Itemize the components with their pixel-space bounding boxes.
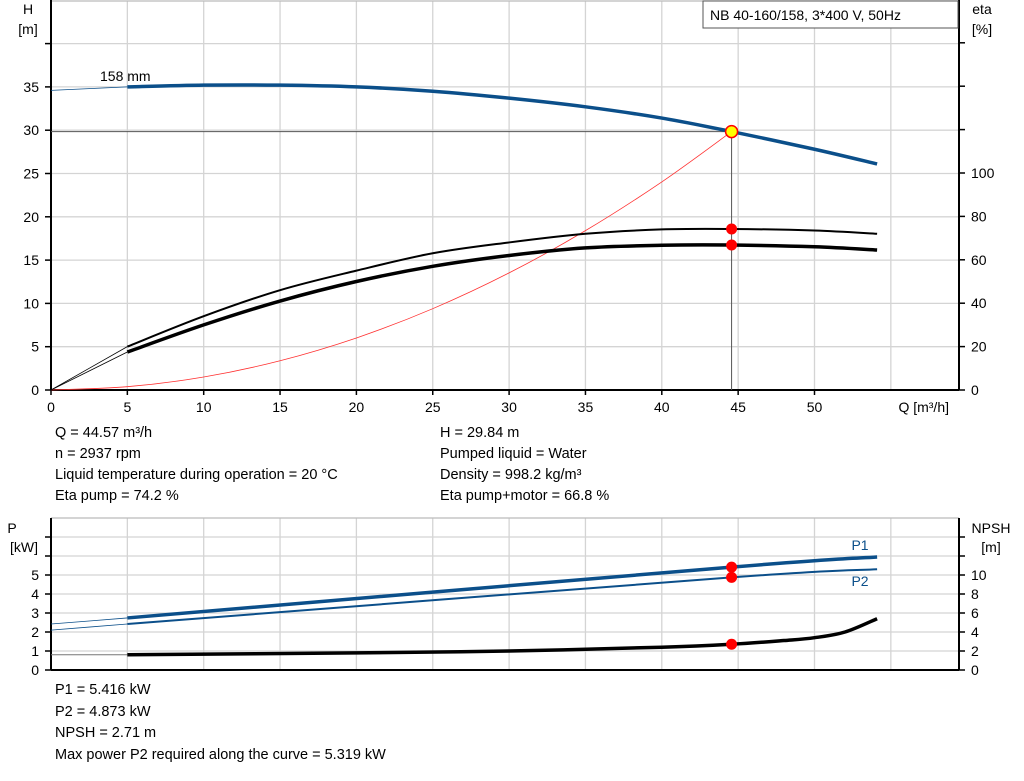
duty-point-eta-pump-motor <box>726 239 738 251</box>
title-box <box>702 0 959 29</box>
x-tick-label: 0 <box>47 399 55 415</box>
series-head <box>127 83 878 166</box>
info-top-col1: Q = 44.57 m³/h n = 2937 rpm Liquid tempe… <box>55 423 338 507</box>
series-label-p1: P1 <box>851 537 868 553</box>
series-system_curve <box>50 131 732 391</box>
info-eta-pump-motor: Eta pump+motor = 66.8 % <box>440 488 610 504</box>
x-tick-label: 25 <box>425 399 441 415</box>
info-temperature: Liquid temperature during operation = 20… <box>55 467 338 483</box>
y2-tick-label: 6 <box>971 605 979 621</box>
info-flow: Q = 44.57 m³/h <box>55 425 153 441</box>
y2-tick-label: 10 <box>971 567 987 583</box>
series-p2 <box>127 568 878 626</box>
y-tick-label: 15 <box>23 252 39 268</box>
series-eta_pump_motor-extrapolated <box>50 351 128 391</box>
y2-tick-label: 2 <box>971 643 979 659</box>
series-p1-extrapolated <box>50 617 128 625</box>
curve-label: 158 mm <box>100 68 151 84</box>
duty-point-p2 <box>726 571 738 583</box>
info-speed: n = 2937 rpm <box>55 446 141 462</box>
y-tick-label: 30 <box>23 122 39 138</box>
series-p2-extrapolated <box>50 623 128 631</box>
info-top-col2: H = 29.84 m Pumped liquid = Water Densit… <box>440 423 609 507</box>
x-tick-label: 15 <box>272 399 288 415</box>
series-p1 <box>127 555 878 620</box>
y-tick-label: 2 <box>31 624 39 640</box>
y-axis-label-name: P <box>7 520 16 536</box>
y-tick-label: 0 <box>31 382 39 398</box>
y2-tick-label: 0 <box>971 662 979 678</box>
duty-point-npsh <box>726 638 738 650</box>
y2-axis-label-unit: [%] <box>972 21 992 37</box>
y2-tick-label: 4 <box>971 624 979 640</box>
x-tick-label: 35 <box>578 399 594 415</box>
y2-tick-label: 40 <box>971 295 987 311</box>
series-npsh <box>127 617 878 657</box>
y2-axis-label-unit: [m] <box>981 539 1000 555</box>
x-axis-label: Q [m³/h] <box>898 399 949 415</box>
x-tick-label: 40 <box>654 399 670 415</box>
y-axis-label-unit: [m] <box>18 21 37 37</box>
y2-tick-label: 20 <box>971 339 987 355</box>
y-tick-label: 1 <box>31 643 39 659</box>
info-density: Density = 998.2 kg/m³ <box>440 467 582 483</box>
y-axis-label-unit: [kW] <box>10 539 38 555</box>
y-tick-label: 25 <box>23 166 39 182</box>
series-label-p2: P2 <box>851 573 868 589</box>
y2-tick-label: 100 <box>971 165 995 181</box>
y2-tick-label: 60 <box>971 252 987 268</box>
info-p2: P2 = 4.873 kW <box>55 703 151 720</box>
info-max-p2: Max power P2 required along the curve = … <box>55 746 386 763</box>
y-axis-label-name: H <box>23 1 33 17</box>
y2-axis-label-name: NPSH <box>972 520 1011 536</box>
series-head-extrapolated <box>50 86 128 91</box>
x-tick-label: 5 <box>123 399 131 415</box>
info-head: H = 29.84 m <box>440 425 520 441</box>
y-tick-label: 5 <box>31 567 39 583</box>
y-tick-label: 3 <box>31 605 39 621</box>
x-tick-label: 50 <box>807 399 823 415</box>
duty-point-p1 <box>726 561 738 573</box>
y-tick-label: 20 <box>23 209 39 225</box>
y2-tick-label: 80 <box>971 208 987 224</box>
info-npsh: NPSH = 2.71 m <box>55 725 157 741</box>
x-tick-label: 30 <box>501 399 517 415</box>
chart-title: NB 40-160/158, 3*400 V, 50Hz <box>710 7 901 23</box>
y-tick-label: 35 <box>23 79 39 95</box>
y-tick-label: 10 <box>23 295 39 311</box>
y2-tick-label: 8 <box>971 586 979 602</box>
series-eta_pump-extrapolated <box>50 346 128 391</box>
duty-point-head <box>724 124 739 139</box>
y-tick-label: 5 <box>31 339 39 355</box>
info-eta-pump: Eta pump = 74.2 % <box>55 488 179 504</box>
y2-axis-label-name: eta <box>972 1 992 17</box>
y-tick-label: 4 <box>31 586 39 602</box>
x-tick-label: 45 <box>730 399 746 415</box>
series-eta_pump <box>126 227 878 348</box>
x-tick-label: 20 <box>349 399 365 415</box>
series-eta_pump_motor <box>126 243 878 354</box>
x-tick-label: 10 <box>196 399 212 415</box>
y-tick-label: 0 <box>31 662 39 678</box>
info-p1: P1 = 5.416 kW <box>55 682 151 698</box>
duty-point-eta-pump <box>726 223 738 235</box>
info-liquid: Pumped liquid = Water <box>440 446 587 462</box>
y2-tick-label: 0 <box>971 382 979 398</box>
info-bottom: P1 = 5.416 kW P2 = 4.873 kW NPSH = 2.71 … <box>55 680 386 766</box>
